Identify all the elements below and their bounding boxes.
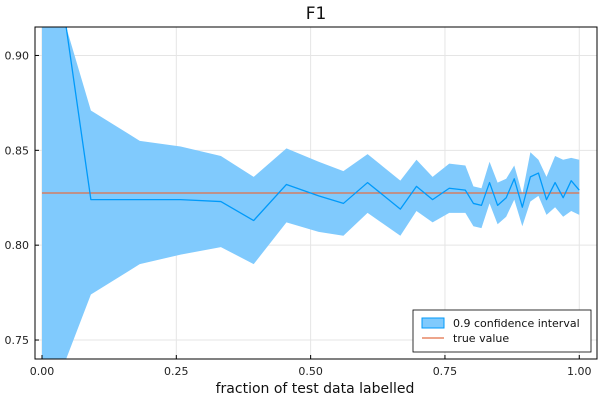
x-tick-label: 1.00	[567, 365, 592, 378]
legend-label-band: 0.9 confidence interval	[453, 317, 580, 330]
y-tick-label: 0.85	[5, 144, 30, 157]
y-tick-label: 0.90	[5, 49, 30, 62]
x-tick-label: 0.75	[433, 365, 458, 378]
legend: 0.9 confidence interval true value	[412, 309, 592, 353]
legend-box	[412, 309, 592, 353]
lines-layer	[41, 26, 580, 222]
x-tick-label: 0.00	[30, 365, 55, 378]
estimate-line	[65, 26, 580, 222]
legend-label-true-value: true value	[453, 332, 509, 345]
plot-frame	[34, 26, 598, 360]
x-tick-label: 0.25	[164, 365, 189, 378]
chart-title: F1	[306, 4, 327, 24]
x-axis-label: fraction of test data labelled	[216, 381, 415, 397]
y-tick-label: 0.80	[5, 239, 30, 252]
legend-swatch-band	[421, 317, 445, 329]
y-tick-label: 0.75	[5, 334, 30, 347]
axis-ticks: 0.00 0.25 0.50 0.75 1.00 0.75 0.80 0.85 0.90	[5, 49, 592, 378]
x-tick-label: 0.50	[298, 365, 323, 378]
